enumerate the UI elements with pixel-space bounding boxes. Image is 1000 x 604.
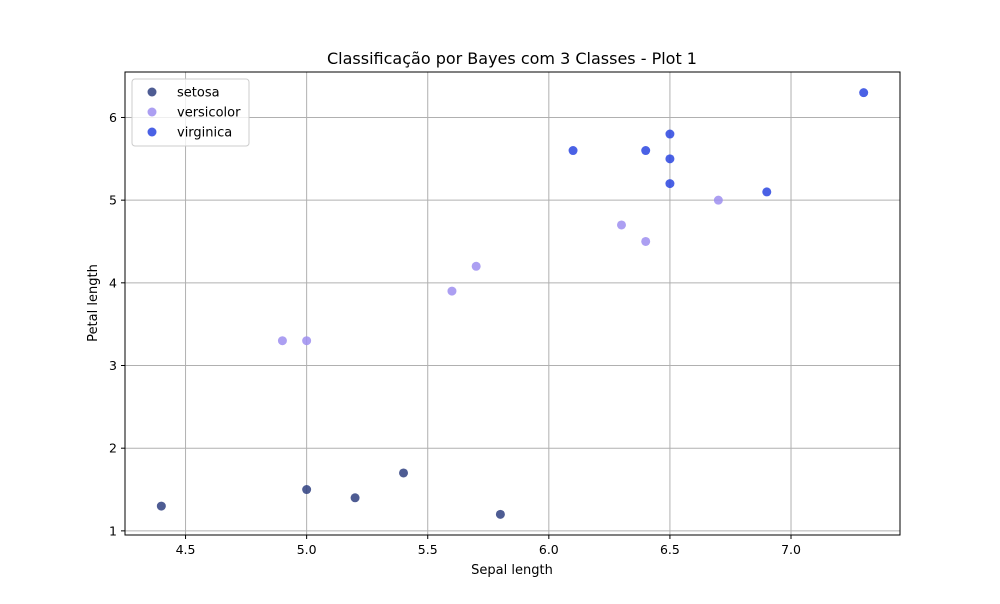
data-point-virginica — [665, 154, 675, 164]
legend-marker-virginica — [147, 127, 157, 137]
y-tick-label: 4 — [109, 275, 117, 290]
data-point-virginica — [859, 88, 869, 98]
grid — [125, 72, 900, 535]
x-tick-label: 5.5 — [418, 542, 438, 557]
x-tick-label: 7.0 — [781, 542, 801, 557]
x-tick-label: 4.5 — [176, 542, 196, 557]
data-points — [156, 88, 869, 519]
legend-marker-setosa — [147, 87, 157, 97]
data-point-versicolor — [713, 195, 723, 205]
data-point-virginica — [568, 146, 578, 156]
y-tick-label: 2 — [109, 441, 117, 456]
data-point-versicolor — [641, 236, 651, 246]
axis-ticks: 4.5 5.0 5.5 6.0 6.5 7.0 1 2 3 4 5 6 — [109, 110, 801, 557]
y-tick-label: 6 — [109, 110, 117, 125]
data-point-virginica — [665, 129, 675, 139]
legend-label-setosa: setosa — [177, 86, 220, 101]
data-point-versicolor — [302, 336, 312, 346]
x-tick-label: 6.0 — [539, 542, 559, 557]
data-point-versicolor — [447, 286, 457, 296]
y-tick-label: 3 — [109, 358, 117, 373]
data-point-virginica — [762, 187, 772, 197]
legend: setosa versicolor virginica — [131, 78, 250, 147]
data-point-versicolor — [616, 220, 626, 230]
x-tick-label: 5.0 — [297, 542, 317, 557]
data-point-setosa — [156, 501, 166, 511]
legend-marker-versicolor — [147, 107, 157, 117]
data-point-versicolor — [277, 336, 287, 346]
x-tick-label: 6.5 — [660, 542, 680, 557]
data-point-setosa — [399, 468, 409, 478]
legend-label-versicolor: versicolor — [177, 106, 241, 121]
data-point-setosa — [495, 509, 505, 519]
legend-box — [131, 78, 250, 147]
y-tick-label: 1 — [109, 523, 117, 538]
plot-area-frame — [124, 71, 901, 536]
data-point-virginica — [665, 179, 675, 189]
y-axis-label: Petal length — [86, 264, 101, 342]
y-tick-label: 5 — [109, 193, 117, 208]
legend-label-virginica: virginica — [177, 126, 232, 141]
data-point-setosa — [302, 485, 312, 495]
data-point-setosa — [350, 493, 360, 503]
data-point-versicolor — [471, 261, 481, 271]
chart-title: Classificação por Bayes com 3 Classes - … — [327, 49, 697, 68]
x-axis-label: Sepal length — [471, 563, 553, 578]
data-point-virginica — [641, 146, 651, 156]
